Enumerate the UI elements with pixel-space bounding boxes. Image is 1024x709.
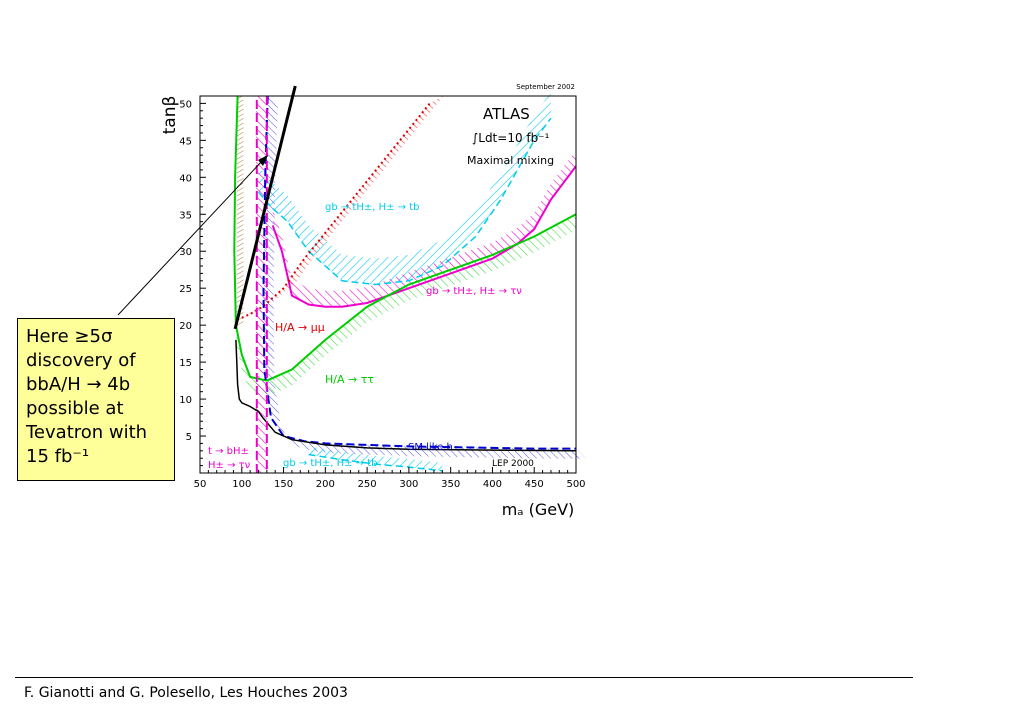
pointer-line [117, 159, 264, 316]
x-tick-label: 400 [483, 479, 502, 490]
x-tick-label: 350 [441, 479, 460, 490]
series-line [233, 95, 577, 382]
y-tick-label: 45 [179, 136, 192, 147]
x-tick-label: 150 [274, 479, 293, 490]
experiment-label: ATLAS [483, 105, 530, 123]
label-gb-tb: gb → tH±, H± → tb [325, 202, 420, 213]
note-line: Here ≥5σ [26, 326, 113, 347]
y-tick-label: 40 [179, 173, 192, 184]
y-tick-label: 30 [179, 247, 192, 258]
series-line [262, 95, 576, 450]
x-tick-label: 300 [399, 479, 418, 490]
y-tick-label: 10 [179, 395, 192, 406]
x-tick-label: 50 [194, 479, 207, 490]
plot-frame [199, 95, 577, 474]
hatched-bands [234, 92, 586, 473]
x-tick-label: 450 [525, 479, 544, 490]
label-tautau: H/A → ττ [325, 373, 374, 386]
label-h-taunu: H± → τν [208, 460, 251, 471]
note-line: discovery of [26, 350, 136, 371]
band-gb-tb [258, 92, 551, 285]
band-low-ma [236, 96, 244, 326]
pointer-arrowhead [258, 155, 268, 166]
x-axis-label: mₐ (GeV) [502, 500, 575, 519]
series-lines [233, 95, 577, 473]
series-line [257, 117, 552, 286]
note-line: 15 fb⁻¹ [26, 446, 90, 467]
y-tick-label: 5 [186, 432, 192, 443]
discovery-note: Here ≥5σ discovery of bbA/H → 4b possibl… [17, 318, 175, 481]
y-tick-label: 15 [179, 358, 192, 369]
label-smlike: SM like h [408, 442, 453, 453]
label-gb-tb-low: gb → tH±, H± → tb [283, 458, 378, 469]
footer-credit: F. Gianotti and G. Polesello, Les Houche… [24, 685, 348, 701]
y-tick-label: 50 [179, 99, 192, 110]
y-axis-label: tanβ [160, 96, 180, 135]
label-t-bh: t → bH± [208, 446, 249, 457]
series-line [241, 102, 431, 319]
label-gb-taunu: gb → tH±, H± → τν [426, 286, 522, 297]
scenario-label: Maximal mixing [467, 154, 554, 167]
x-tick-label: 500 [566, 479, 585, 490]
luminosity-label: ∫Ldt=10 fb⁻¹ [472, 131, 550, 145]
band-gb-tb-low [308, 446, 443, 471]
y-tick-label: 20 [179, 321, 192, 332]
x-tick-label: 250 [358, 479, 377, 490]
footer-rule [15, 677, 913, 678]
y-axis: 5 10 15 20 25 30 35 40 45 50 [179, 99, 206, 467]
note-line: Tevatron with [26, 422, 148, 443]
label-mumu: H/A → μμ [275, 321, 325, 334]
band-t-bh [255, 96, 267, 473]
series-line [235, 339, 577, 452]
note-line: possible at [26, 398, 124, 419]
date-label: September 2002 [516, 83, 575, 91]
label-lep: LEP 2000 [492, 459, 534, 469]
series-line [308, 453, 443, 472]
note-line: bbA/H → 4b [26, 374, 131, 395]
y-tick-label: 35 [179, 210, 192, 221]
band-mumu [241, 95, 444, 318]
x-axis: 50 100 150 200 250 300 350 400 450 500 [194, 467, 586, 490]
x-tick-label: 100 [232, 479, 251, 490]
band-gb-taunu [272, 150, 576, 307]
tevatron-line [233, 85, 297, 330]
y-tick-label: 25 [179, 284, 192, 295]
x-tick-label: 200 [316, 479, 335, 490]
